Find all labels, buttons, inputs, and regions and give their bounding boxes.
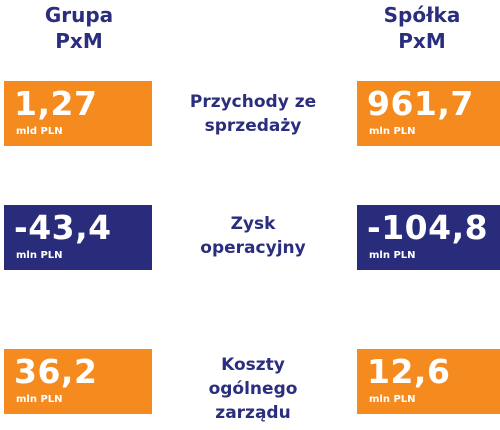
company-header-line1: Spółka (383, 3, 461, 27)
company-operating-profit-value: -104,8 (367, 208, 489, 247)
group-admin-costs-value: 36,2 (14, 352, 98, 391)
group-revenue-value: 1,27 (14, 84, 98, 123)
metric-label-revenue: Przychody ze sprzedaży (168, 90, 338, 138)
metric-label-line: sprzedaży (204, 116, 302, 136)
company-admin-costs-unit: mln PLN (369, 394, 416, 405)
group-header-line2: PxM (55, 29, 103, 53)
group-admin-costs-tile: 36,2 mln PLN (4, 349, 152, 414)
metric-label-line: zarządu (215, 403, 291, 423)
group-operating-profit-tile: -43,4 mln PLN (4, 205, 152, 270)
metric-label-line: Koszty (221, 355, 285, 375)
metric-label-line: Zysk (230, 214, 276, 234)
company-admin-costs-tile: 12,6 mln PLN (357, 349, 500, 414)
metric-label-line: Przychody ze (189, 92, 317, 112)
company-revenue-value: 961,7 (367, 84, 474, 123)
company-header: Spółka PxM (347, 2, 497, 54)
company-revenue-tile: 961,7 mln PLN (357, 81, 500, 146)
metric-label-operating-profit: Zysk operacyjny (168, 212, 338, 260)
group-header-line1: Grupa (44, 3, 114, 27)
company-revenue-unit: mln PLN (369, 126, 416, 137)
metric-label-line: ogólnego (208, 379, 298, 399)
group-revenue-unit: mld PLN (16, 126, 63, 137)
group-header: Grupa PxM (4, 2, 154, 54)
group-revenue-tile: 1,27 mld PLN (4, 81, 152, 146)
company-operating-profit-tile: -104,8 mln PLN (357, 205, 500, 270)
company-header-line2: PxM (398, 29, 446, 53)
company-operating-profit-unit: mln PLN (369, 250, 416, 261)
company-admin-costs-value: 12,6 (367, 352, 451, 391)
metric-label-admin-costs: Koszty ogólnego zarządu (168, 353, 338, 425)
metric-label-line: operacyjny (200, 238, 306, 258)
group-admin-costs-unit: mln PLN (16, 394, 63, 405)
group-operating-profit-value: -43,4 (14, 208, 112, 247)
group-operating-profit-unit: mln PLN (16, 250, 63, 261)
